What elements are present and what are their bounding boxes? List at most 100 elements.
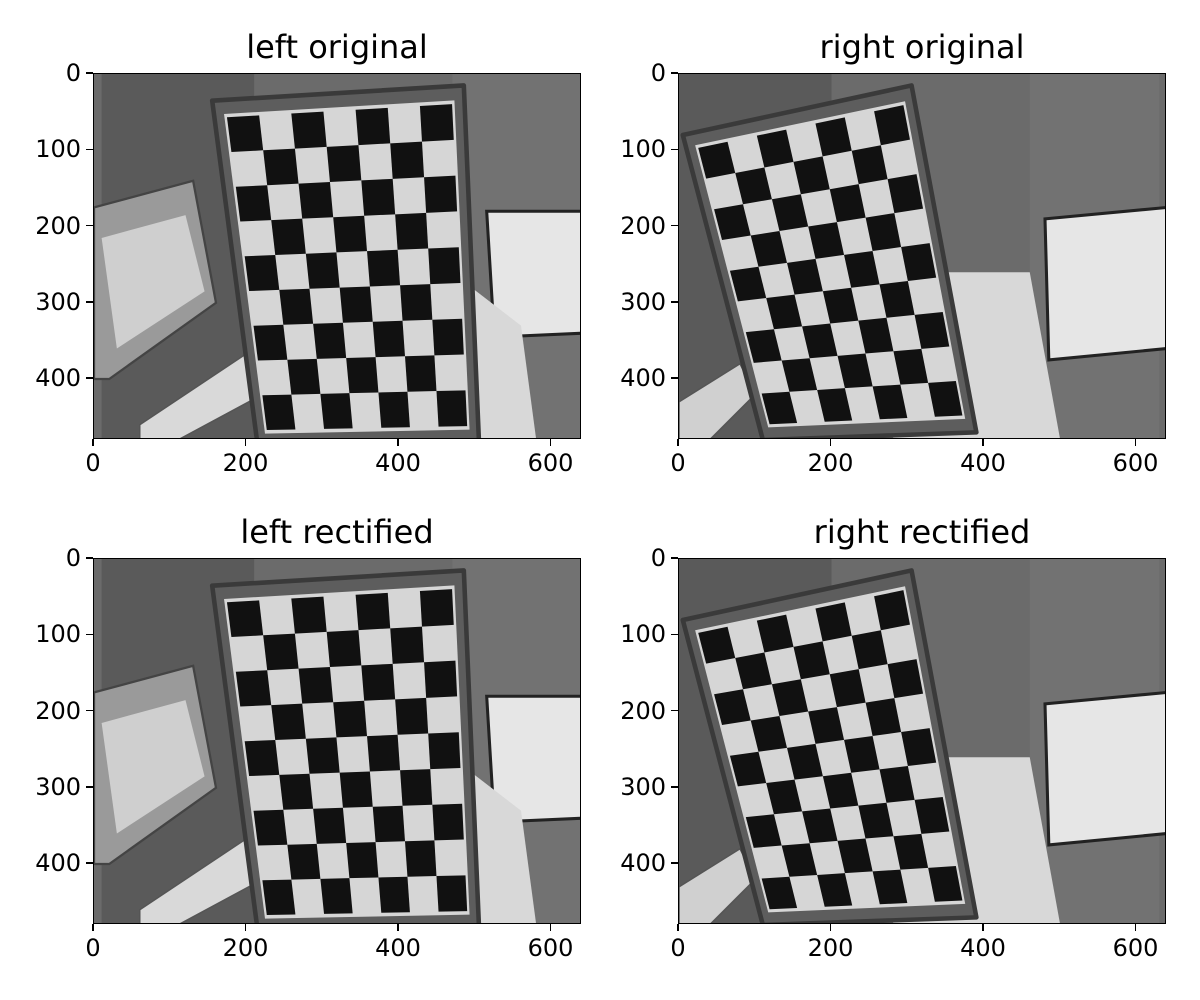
checker-square [901, 728, 937, 766]
checker-square [735, 652, 772, 690]
checker-square [436, 390, 468, 427]
checker-square [928, 866, 963, 902]
y-tick-mark [86, 633, 93, 635]
x-tick-mark [677, 439, 679, 446]
checker-square [244, 255, 280, 292]
x-tick-label: 200 [222, 449, 269, 477]
checker-square [424, 175, 458, 213]
checker-square [815, 117, 852, 157]
whiteboard [1043, 691, 1165, 847]
y-tick-mark [86, 377, 93, 379]
checker-square [339, 771, 373, 808]
x-tick-mark [244, 924, 247, 931]
checker-square [879, 280, 915, 318]
y-tick-label: 300 [620, 772, 666, 801]
x-tick-label: 600 [527, 934, 574, 962]
y-tick-label: 400 [620, 364, 666, 392]
checker-square [298, 667, 334, 704]
checker-square [822, 772, 859, 809]
checker-square [253, 809, 288, 846]
checker-square [851, 145, 888, 185]
y-tick-label: 300 [35, 772, 81, 801]
y-tick-mark [671, 709, 678, 712]
y-tick-mark [86, 301, 93, 303]
checker-square [367, 734, 401, 772]
checker-square [858, 317, 894, 354]
checker-square [844, 250, 880, 288]
checker-square [279, 773, 314, 810]
checker-square [271, 218, 306, 256]
checker-square [786, 258, 823, 295]
checker-square [858, 802, 894, 839]
checker-square [928, 381, 963, 417]
checker-square [287, 843, 321, 880]
x-tick-mark [677, 924, 679, 931]
checker-square [287, 358, 321, 395]
checker-square [436, 875, 468, 912]
checker-square [808, 222, 845, 259]
y-tick-mark [671, 377, 678, 379]
checker-square [424, 660, 458, 698]
photo-left-rectified [94, 559, 580, 923]
checker-square [372, 320, 405, 358]
checker-square [829, 184, 866, 223]
checker-square [378, 391, 410, 428]
checker-square [761, 876, 798, 910]
checker-square [390, 141, 425, 179]
checker-square [729, 751, 767, 787]
checker-square [428, 732, 461, 770]
whiteboard [1043, 206, 1165, 362]
x-tick-label: 600 [527, 449, 574, 477]
checker-square [419, 589, 454, 627]
checker-square [320, 393, 353, 429]
x-tick-label: 0 [670, 934, 686, 962]
checker-square [404, 355, 437, 392]
checker-square [395, 697, 429, 735]
checkerboard-pattern [226, 104, 468, 431]
x-tick-label: 400 [375, 449, 421, 477]
y-tick-label: 100 [35, 620, 81, 649]
checker-square [333, 700, 368, 738]
y-tick-label: 0 [650, 544, 666, 572]
y-tick-label: 200 [620, 696, 666, 725]
checker-square [305, 252, 340, 289]
y-tick-mark [671, 786, 678, 788]
x-tick-label: 400 [375, 934, 421, 962]
scene-group [679, 559, 1165, 923]
checker-square [339, 286, 373, 323]
checker-square [914, 797, 950, 834]
checker-square [400, 284, 433, 321]
y-tick-mark [86, 786, 93, 788]
y-tick-mark [671, 557, 678, 559]
checker-square [837, 353, 873, 389]
panel-title: left original [246, 28, 428, 66]
checker-square [355, 107, 391, 146]
checker-square [326, 145, 362, 183]
keyboard [679, 847, 757, 923]
checker-square [793, 156, 830, 195]
checker-square [390, 626, 425, 664]
y-tick-mark [671, 633, 678, 635]
checker-square [771, 679, 809, 717]
checker-square [346, 357, 379, 394]
y-tick-mark [86, 224, 93, 227]
checker-square [698, 141, 736, 179]
x-tick-label: 200 [222, 934, 269, 962]
checker-square [698, 626, 736, 664]
checker-square [901, 243, 937, 281]
photo-left-original [94, 74, 580, 438]
x-tick-mark [397, 924, 399, 931]
photo-right-original [679, 74, 1165, 438]
scene-group [94, 74, 580, 438]
photo-right-rectified [679, 559, 1165, 923]
checker-square [781, 358, 818, 392]
checker-square [815, 602, 852, 642]
x-tick-mark [92, 924, 94, 931]
checker-square [361, 178, 396, 216]
y-tick-label: 0 [65, 544, 81, 572]
checker-square [865, 698, 902, 736]
checker-square [829, 669, 866, 708]
checker-square [914, 312, 950, 349]
checker-square [395, 212, 429, 250]
checker-square [419, 104, 454, 142]
